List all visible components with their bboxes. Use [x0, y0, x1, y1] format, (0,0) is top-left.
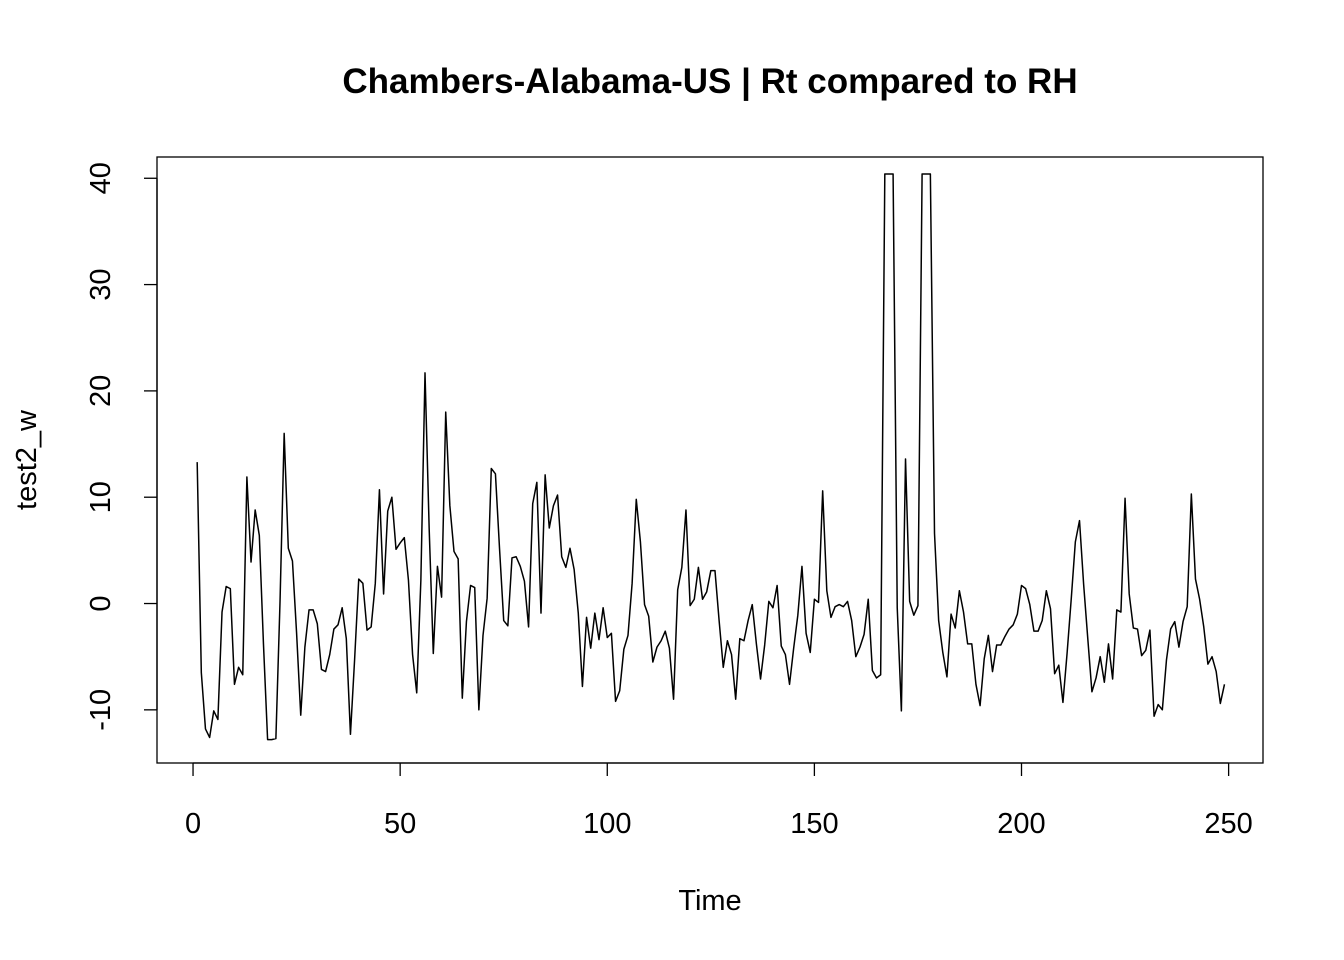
y-tick-label: 20 — [85, 375, 117, 407]
x-axis-label: Time — [678, 885, 741, 917]
y-axis-label: test2_w — [11, 409, 43, 510]
y-tick-label: 30 — [85, 268, 117, 300]
series-layer — [196, 173, 1226, 741]
y-tick-label: 0 — [85, 595, 117, 611]
x-tick-label: 200 — [997, 808, 1045, 840]
chart-title: Chambers-Alabama-US | Rt compared to RH — [342, 62, 1077, 101]
x-tick-label: 50 — [384, 808, 416, 840]
x-tick-label: 250 — [1204, 808, 1252, 840]
x-tick-label: 100 — [583, 808, 631, 840]
y-tick-label: -10 — [85, 689, 117, 731]
y-tick-label: 40 — [85, 162, 117, 194]
y-tick-label: 10 — [85, 481, 117, 513]
x-tick-label: 150 — [790, 808, 838, 840]
x-tick-label: 0 — [185, 808, 201, 840]
y-axis: -10 0 10 20 30 40 — [85, 162, 158, 731]
series-line-0 — [196, 173, 1226, 741]
x-axis: 0 50 100 150 200 250 — [185, 762, 1253, 840]
